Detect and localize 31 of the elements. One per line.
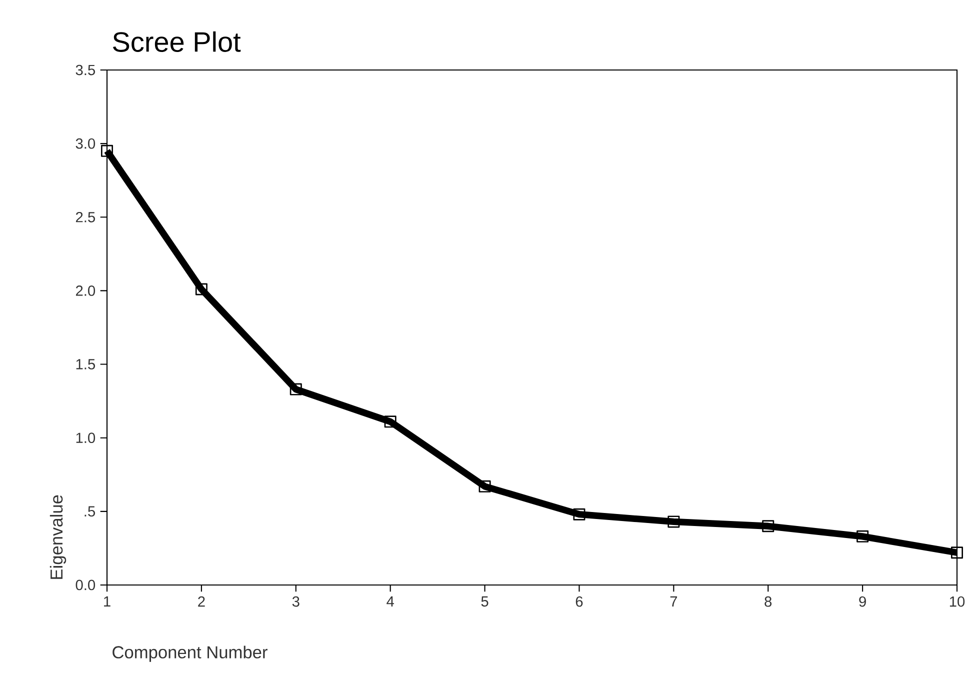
point [101,144,114,157]
x-tick-label: 5 [481,596,488,607]
y-tick-label: 1.0 [76,432,96,444]
x-tick-label: 9 [859,596,866,607]
x-tick-label: 4 [386,596,394,606]
y-tick-label: 1.5 [76,359,96,370]
x-tick-label: 1 [104,596,110,606]
point [290,383,302,396]
y-tick-label: 3.5 [76,64,96,76]
x-tick-label: 8 [764,596,772,607]
x-axis-title: Component Number [112,646,268,662]
point [668,516,680,528]
point [195,283,208,296]
point [950,546,964,559]
x-tick-label: 2 [198,596,205,607]
x-tick-label: 10 [950,596,965,607]
point [762,520,774,532]
y-tick-label: 2.0 [76,286,96,296]
point [573,508,586,520]
point [856,530,869,542]
y-axis-title: Eigenvalue [50,495,66,579]
y-tick-label: .5 [84,506,96,517]
y-tick-label: 2.5 [76,212,96,222]
point [384,416,396,428]
x-tick-label: 6 [576,596,583,607]
x-tick-label: 7 [670,596,678,606]
y-tick-label: 0.0 [76,580,96,590]
x-tick-label: 3 [292,596,300,607]
point [478,480,491,492]
chart-title: Scree Plot [112,31,241,52]
y-tick-label: 3.0 [76,138,96,149]
